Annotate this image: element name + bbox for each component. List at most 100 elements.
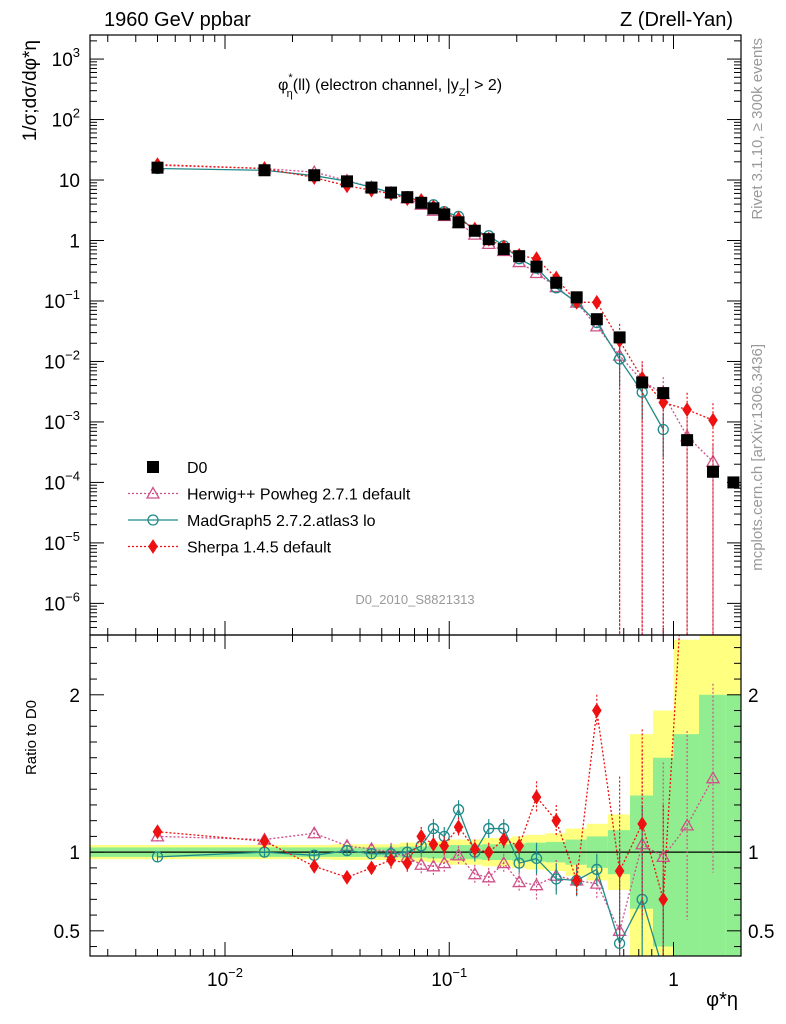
data-point — [530, 260, 543, 273]
legend-madgraph-marker — [147, 514, 159, 526]
sherpa-ratio-point — [366, 860, 377, 876]
band-green-segment — [725, 694, 741, 956]
main-y-tick-label: 10−6 — [44, 589, 80, 615]
sherpa-ratio-point — [428, 836, 439, 852]
main-title: φ* η(ll) (electron channel, |yZ| > 2) — [278, 72, 502, 100]
ratio-y-tick-label: 0.5 — [54, 922, 80, 943]
madgraph-ratio-point — [365, 848, 378, 860]
ratio-panel-frame — [89, 634, 742, 957]
sherpa-ratio-point — [152, 824, 163, 840]
herwig-ratio-point — [451, 847, 466, 861]
data-point — [415, 196, 428, 209]
madgraph-ratio-point — [591, 863, 603, 876]
legend-sherpa-marker — [148, 539, 158, 554]
sherpa-ratio-point — [453, 819, 464, 835]
sherpa-ratio-point — [658, 891, 669, 907]
legend: D0 Herwig++ Powheg 2.7.1 default MadGraph5… — [128, 460, 411, 557]
sherpa-point — [682, 402, 692, 418]
herwig-ratio-point — [529, 877, 544, 891]
ratio-y-tick-label-right: 0.5 — [748, 922, 774, 943]
data-point — [727, 476, 740, 489]
main-ylabel: 1/σ;dσ/dφ*η — [20, 40, 41, 141]
madgraph-ratio-point — [483, 822, 495, 835]
herwig-ratio-point — [307, 825, 322, 839]
x-tick-label: 1 — [668, 970, 679, 991]
madgraph-ratio-point — [452, 804, 465, 816]
legend-herwig-marker — [145, 486, 161, 499]
ratio-y-tick-label-right: 2 — [748, 686, 759, 707]
legend-data-label: D0 — [187, 460, 208, 477]
sherpa-ratio-point — [637, 816, 647, 832]
data-point — [401, 191, 414, 204]
madgraph-ratio-point — [341, 844, 353, 857]
main-y-tick-label: 10−5 — [44, 529, 80, 555]
sherpa-ratio-point — [309, 858, 320, 874]
data-point — [706, 465, 719, 478]
data-point — [657, 387, 670, 400]
madgraph-ratio-point — [658, 965, 668, 975]
rivet-version-text: Rivet 3.1.10, ≥ 300k events — [749, 38, 766, 220]
header-left: 1960 GeV ppbar — [104, 9, 251, 31]
data-point — [636, 376, 649, 389]
madgraph-ratio-point — [151, 851, 164, 863]
sherpa-ratio-point — [386, 852, 396, 868]
legend-sherpa-label: Sherpa 1.4.5 default — [187, 540, 332, 557]
ratio-ylabel: Ratio to D0 — [23, 700, 40, 775]
ratio-y-tick-label-right: 1 — [748, 843, 759, 864]
data-point — [308, 169, 321, 182]
data-point — [438, 208, 451, 221]
main-y-tick-label: 10−4 — [44, 468, 80, 494]
legend-herwig-label: Herwig++ Powheg 2.7.1 default — [187, 487, 411, 504]
sherpa-ratio-point — [498, 832, 509, 847]
data-point — [341, 175, 354, 188]
ratio-panel-ticks: 10−2 10−1 1 0.5 0.5 1 1 2 2 — [54, 635, 774, 991]
mcplots-reference-text: mcplots.cern.ch [arXiv:1306.3436] — [749, 344, 766, 571]
data-point — [681, 434, 694, 447]
herwig-ratio-point — [426, 858, 441, 872]
madgraph-ratio-point — [427, 822, 440, 835]
data-point — [468, 224, 481, 237]
madgraph-ratio-point — [530, 852, 543, 865]
ratio-y-tick-label: 1 — [69, 843, 80, 864]
main-y-tick-label: 10−1 — [44, 287, 80, 313]
sherpa-ratio-point — [571, 873, 582, 888]
band-green-segment — [699, 694, 726, 956]
sherpa-ratio-point — [614, 863, 625, 879]
sherpa-point — [708, 412, 718, 428]
sherpa-point — [591, 294, 602, 310]
main-y-tick-label: 103 — [52, 45, 80, 71]
header-right: Z (Drell-Yan) — [620, 9, 733, 31]
x-tick-label: 10−1 — [431, 965, 467, 991]
data-point — [365, 181, 378, 194]
x-tick-label: 10−2 — [207, 965, 243, 991]
main-panel-ticks: 10−6 10−5 10−4 10−3 10−2 10−1 1 10 102 103 — [44, 35, 742, 636]
madgraph-line — [157, 167, 664, 430]
ratio-y-tick-label: 2 — [69, 686, 80, 707]
madgraph-ratio-line — [157, 808, 660, 956]
legend-data-marker — [147, 461, 159, 473]
analysis-id: D0_2010_S8821313 — [355, 592, 474, 607]
herwig-ratio-point — [150, 829, 165, 842]
x-axis-label: φ*η — [706, 989, 738, 1011]
sherpa-ratio-point — [402, 855, 413, 871]
madgraph-ratio-point — [550, 873, 562, 885]
herwig-ratio-point — [481, 870, 496, 883]
herwig-ratio-point — [496, 855, 511, 869]
herwig-ratio-point — [437, 855, 452, 869]
data-point — [385, 186, 398, 199]
sherpa-ratio-point — [531, 789, 542, 805]
band-green-segment — [673, 734, 700, 956]
data-point — [570, 291, 583, 304]
main-y-tick-label: 10−3 — [44, 408, 80, 434]
data-point — [590, 313, 603, 326]
data-point — [427, 202, 440, 215]
data-point — [482, 233, 495, 246]
data-point — [452, 216, 465, 229]
herwig-ratio-point — [705, 770, 721, 784]
sherpa-ratio-point — [342, 869, 352, 885]
ratio-panel-data — [90, 635, 741, 975]
main-y-tick-label: 1 — [69, 232, 80, 253]
data-point — [613, 331, 626, 344]
main-y-tick-label: 10−2 — [44, 347, 80, 373]
